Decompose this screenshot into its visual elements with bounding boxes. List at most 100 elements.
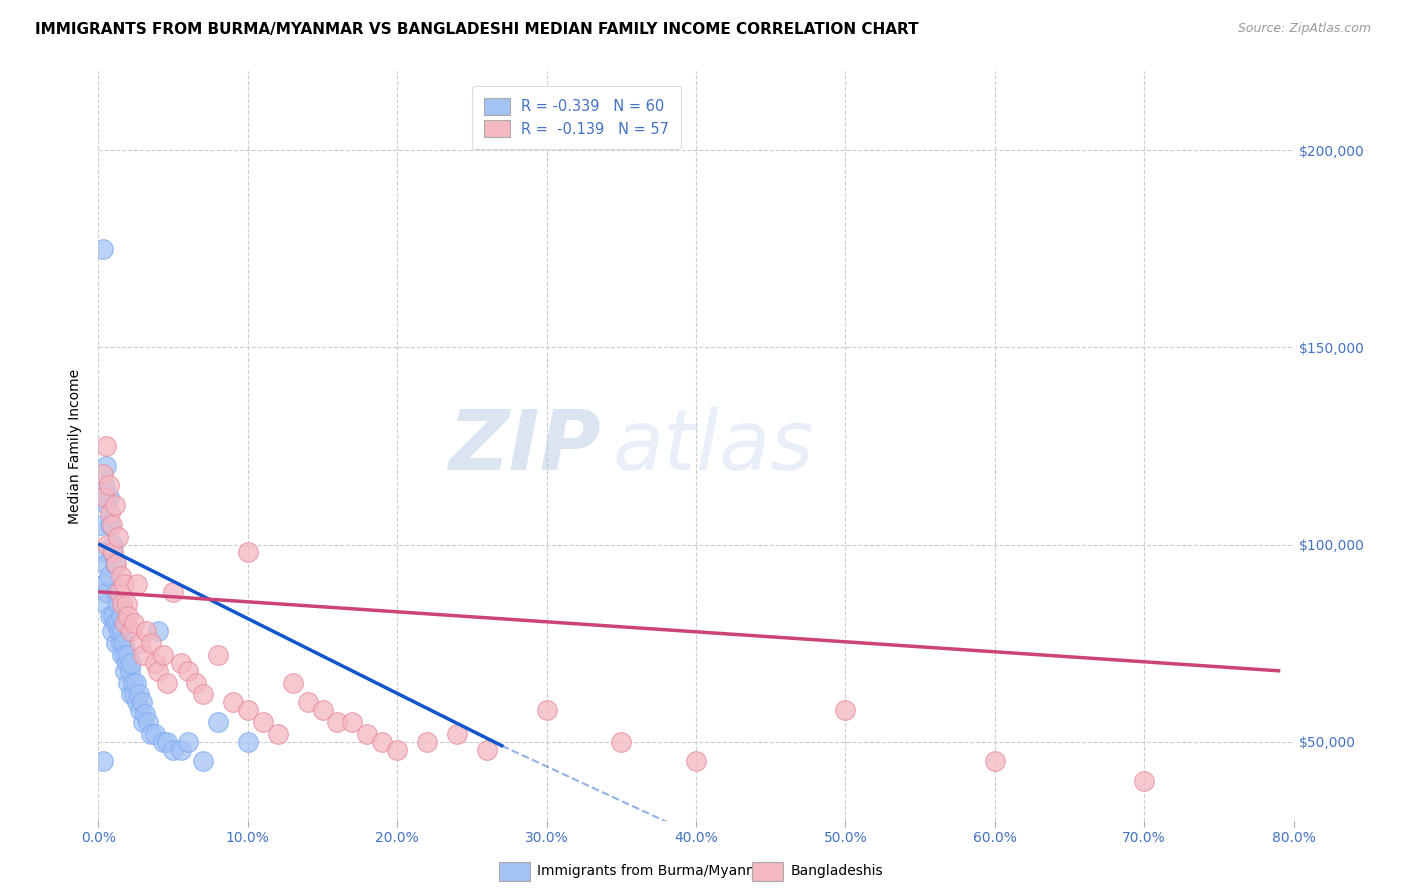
- Point: [114, 648, 136, 662]
- Point: [110, 569, 132, 583]
- Point: [117, 675, 139, 690]
- Point: [371, 735, 394, 749]
- Point: [169, 742, 191, 756]
- Point: [104, 558, 127, 572]
- Point: [127, 577, 149, 591]
- Point: [191, 688, 214, 702]
- Point: [104, 616, 127, 631]
- Point: [148, 624, 170, 639]
- Point: [97, 569, 120, 583]
- Point: [120, 656, 142, 670]
- Point: [118, 664, 141, 678]
- Point: [132, 648, 155, 662]
- Point: [139, 636, 162, 650]
- Point: [184, 675, 207, 690]
- Point: [156, 735, 179, 749]
- Point: [222, 695, 245, 709]
- Point: [136, 714, 159, 729]
- Point: [115, 597, 138, 611]
- Point: [91, 755, 114, 769]
- Point: [610, 735, 633, 749]
- Point: [94, 439, 117, 453]
- Point: [326, 714, 349, 729]
- Point: [112, 636, 135, 650]
- Point: [101, 624, 124, 639]
- Point: [121, 675, 143, 690]
- Point: [115, 656, 138, 670]
- Point: [134, 707, 156, 722]
- Point: [135, 624, 157, 639]
- Point: [152, 648, 174, 662]
- Point: [98, 608, 122, 623]
- Point: [236, 703, 259, 717]
- Point: [107, 616, 129, 631]
- Point: [91, 467, 114, 481]
- Point: [124, 688, 146, 702]
- Point: [101, 545, 124, 559]
- Point: [984, 755, 1007, 769]
- Point: [236, 545, 259, 559]
- Point: [91, 242, 114, 256]
- Point: [120, 688, 142, 702]
- Point: [446, 727, 468, 741]
- Point: [96, 498, 118, 512]
- Point: [120, 624, 142, 639]
- Point: [129, 703, 152, 717]
- Point: [104, 498, 127, 512]
- Text: ZIP: ZIP: [447, 406, 600, 486]
- Point: [97, 478, 120, 492]
- Point: [207, 714, 229, 729]
- Point: [93, 490, 115, 504]
- Point: [111, 648, 134, 662]
- Point: [252, 714, 274, 729]
- Point: [103, 608, 125, 623]
- Point: [91, 545, 114, 559]
- Point: [103, 545, 125, 559]
- Point: [834, 703, 856, 717]
- Point: [177, 664, 200, 678]
- Point: [112, 577, 135, 591]
- Point: [105, 558, 128, 572]
- Text: atlas: atlas: [613, 406, 814, 486]
- Point: [385, 742, 409, 756]
- Point: [107, 530, 129, 544]
- Point: [117, 648, 139, 662]
- Point: [98, 506, 122, 520]
- Point: [114, 664, 136, 678]
- Point: [124, 616, 146, 631]
- Point: [108, 624, 131, 639]
- Point: [1133, 774, 1156, 789]
- Point: [111, 597, 134, 611]
- Point: [93, 577, 115, 591]
- Point: [98, 517, 122, 532]
- Text: IMMIGRANTS FROM BURMA/MYANMAR VS BANGLADESHI MEDIAN FAMILY INCOME CORRELATION CH: IMMIGRANTS FROM BURMA/MYANMAR VS BANGLAD…: [35, 22, 918, 37]
- Point: [156, 675, 179, 690]
- Point: [536, 703, 558, 717]
- Point: [356, 727, 378, 741]
- Point: [236, 735, 259, 749]
- Point: [128, 688, 150, 702]
- Point: [297, 695, 319, 709]
- Point: [132, 714, 155, 729]
- Point: [90, 517, 112, 532]
- Y-axis label: Median Family Income: Median Family Income: [69, 368, 83, 524]
- Point: [114, 616, 136, 631]
- Point: [685, 755, 707, 769]
- Point: [107, 597, 129, 611]
- Point: [127, 695, 149, 709]
- Point: [162, 585, 184, 599]
- Point: [129, 636, 152, 650]
- Point: [111, 624, 134, 639]
- Point: [108, 585, 131, 599]
- Text: Immigrants from Burma/Myanmar: Immigrants from Burma/Myanmar: [537, 864, 773, 879]
- Point: [152, 735, 174, 749]
- Point: [103, 538, 125, 552]
- Point: [169, 656, 191, 670]
- Point: [281, 675, 304, 690]
- Point: [139, 727, 162, 741]
- Point: [342, 714, 364, 729]
- Point: [94, 597, 117, 611]
- Point: [93, 478, 115, 492]
- Legend: R = -0.339   N = 60, R =  -0.139   N = 57: R = -0.339 N = 60, R = -0.139 N = 57: [472, 87, 681, 149]
- Point: [162, 742, 184, 756]
